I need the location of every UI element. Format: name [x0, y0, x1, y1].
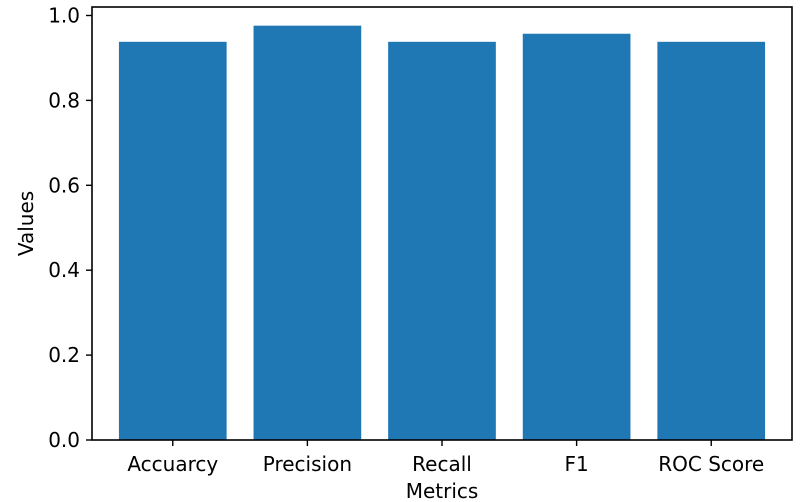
- y-tick-label: 0.2: [48, 343, 80, 367]
- x-ticks: Accuarcy Precision Recall F1 ROC Score: [127, 440, 764, 476]
- x-tick-label: ROC Score: [658, 452, 764, 476]
- x-axis-label: Metrics: [406, 479, 479, 502]
- bar-roc-score: [657, 41, 766, 440]
- y-tick-label: 0.4: [48, 258, 80, 282]
- y-axis-label: Values: [14, 191, 38, 256]
- bar-precision: [253, 25, 362, 440]
- y-tick-label: 0.0: [48, 428, 80, 452]
- y-tick-label: 0.6: [48, 173, 80, 197]
- x-tick-label: F1: [564, 452, 588, 476]
- x-tick-label: Accuarcy: [127, 452, 218, 476]
- y-tick-label: 0.8: [48, 88, 80, 112]
- x-tick-label: Precision: [263, 452, 352, 476]
- bar-accuarcy: [118, 41, 227, 440]
- bar-f1: [522, 33, 631, 441]
- y-ticks: 0.0 0.2 0.4 0.6 0.8 1.0: [48, 3, 92, 452]
- y-tick-label: 1.0: [48, 3, 80, 27]
- bar-recall: [388, 41, 496, 440]
- x-tick-label: Recall: [412, 452, 472, 476]
- bars-layer: [118, 25, 766, 441]
